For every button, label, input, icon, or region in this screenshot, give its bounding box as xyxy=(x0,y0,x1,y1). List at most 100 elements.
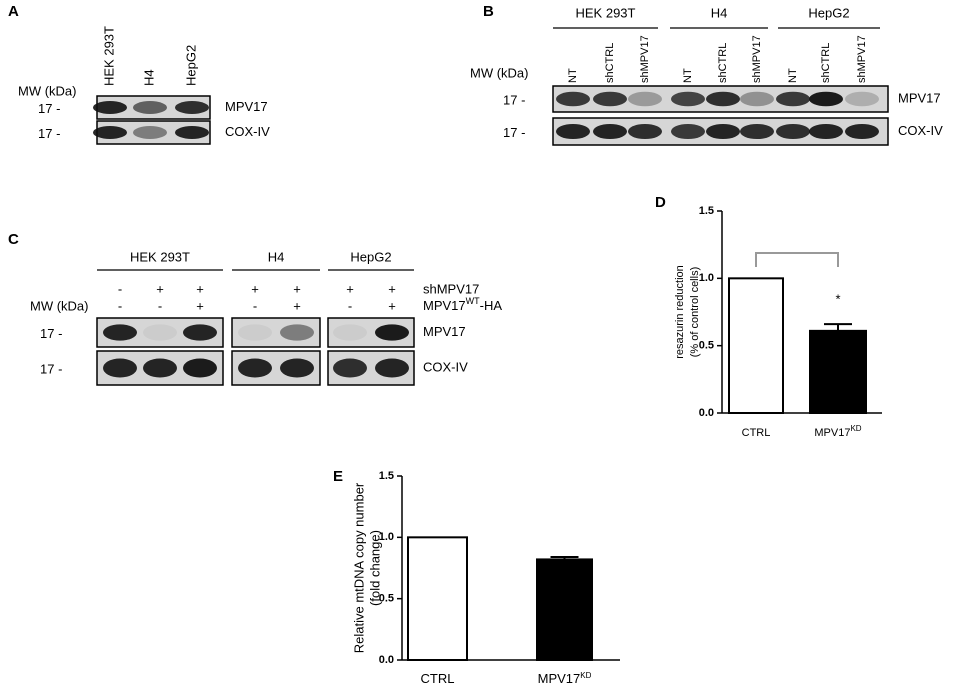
y-tick-label: 1.0 xyxy=(699,272,714,284)
band xyxy=(175,101,209,114)
band xyxy=(556,123,590,140)
panel-label: E xyxy=(333,468,343,485)
bar xyxy=(809,329,867,414)
sign: + xyxy=(156,281,164,296)
y-tick-label: 0.0 xyxy=(379,654,394,666)
bar xyxy=(407,536,468,661)
group-label: H4 xyxy=(268,249,285,264)
sign: - xyxy=(348,298,352,313)
sign: + xyxy=(196,281,204,296)
band xyxy=(238,324,272,341)
band xyxy=(175,126,209,139)
y-tick-label: 1.5 xyxy=(699,205,714,217)
panel-label: C xyxy=(8,231,19,248)
sign: + xyxy=(388,281,396,296)
band xyxy=(375,358,409,378)
band xyxy=(103,358,137,378)
x-tick-label: MPV17KD xyxy=(538,671,592,683)
sign: + xyxy=(196,298,204,313)
mw-label: MW (kDa) xyxy=(470,65,529,80)
lane-label: H4 xyxy=(141,69,156,86)
significance-bracket xyxy=(755,252,839,267)
band xyxy=(333,324,367,341)
x-tick-label: MPV17KD xyxy=(814,424,861,439)
band xyxy=(809,123,843,140)
band xyxy=(333,358,367,378)
band xyxy=(706,91,740,107)
band xyxy=(103,324,137,341)
y-tick-label: 0.0 xyxy=(699,407,714,419)
protein-label: MPV17 xyxy=(225,99,268,114)
condition-label: shMPV17 xyxy=(423,281,479,296)
band xyxy=(593,123,627,140)
lane-label: NT xyxy=(787,68,799,83)
band xyxy=(143,324,177,341)
band xyxy=(183,358,217,378)
lane-label: shCTRL xyxy=(717,43,729,83)
panel-label: A xyxy=(8,3,19,20)
category: MPV17 xyxy=(538,671,581,683)
band xyxy=(776,123,810,140)
band xyxy=(809,91,843,107)
category-superscript: KD xyxy=(850,424,861,433)
x-tick-label: CTRL xyxy=(421,671,455,683)
band xyxy=(706,123,740,140)
band xyxy=(740,123,774,140)
band xyxy=(280,358,314,378)
condition-suffix: -HA xyxy=(480,298,503,313)
band xyxy=(628,91,662,107)
band xyxy=(845,91,879,107)
category: CTRL xyxy=(421,671,455,683)
mw-marker: 17 - xyxy=(40,361,62,376)
group-label: HepG2 xyxy=(350,249,391,264)
y-axis-label: Relative mtDNA copy number xyxy=(351,482,366,653)
mw-marker: 17 - xyxy=(38,101,60,116)
sign: - xyxy=(118,298,122,313)
band xyxy=(556,91,590,107)
condition-superscript: WT xyxy=(466,296,480,306)
band xyxy=(93,101,127,114)
protein-label: MPV17 xyxy=(423,324,466,339)
lane-label: shCTRL xyxy=(820,43,832,83)
mw-marker: 17 - xyxy=(503,125,525,140)
significance-label: * xyxy=(835,292,840,307)
band xyxy=(593,91,627,107)
band xyxy=(845,123,879,140)
band xyxy=(671,123,705,140)
lane-label: shMPV17 xyxy=(639,35,651,83)
y-axis-label: (% of control cells) xyxy=(689,267,701,357)
mw-marker: 17 - xyxy=(40,326,62,341)
lane-label: shCTRL xyxy=(604,43,616,83)
y-axis-label: resazurin reduction xyxy=(674,265,686,359)
sign: - xyxy=(118,281,122,296)
panel-label: B xyxy=(483,3,494,20)
lane-label: HepG2 xyxy=(183,45,198,86)
group-label: H4 xyxy=(711,5,728,20)
band xyxy=(375,324,409,341)
mw-label: MW (kDa) xyxy=(30,298,89,313)
sign: + xyxy=(293,281,301,296)
group-label: HepG2 xyxy=(808,5,849,20)
sign: + xyxy=(251,281,259,296)
sign: + xyxy=(388,298,396,313)
condition-name: MPV17 xyxy=(423,298,466,313)
y-tick-label: 0.5 xyxy=(699,340,714,352)
lane-label: shMPV17 xyxy=(751,35,763,83)
band xyxy=(776,91,810,107)
blot xyxy=(231,317,321,348)
lane-label: NT xyxy=(682,68,694,83)
band xyxy=(671,91,705,107)
category: CTRL xyxy=(742,427,771,439)
lane-label: HEK 293T xyxy=(101,26,116,86)
condition-label: MPV17WT-HA xyxy=(423,296,502,313)
sign: - xyxy=(253,298,257,313)
group-label: HEK 293T xyxy=(576,5,636,20)
band xyxy=(740,91,774,107)
band xyxy=(183,324,217,341)
band xyxy=(628,123,662,140)
y-tick-label: 0.5 xyxy=(379,593,394,605)
band xyxy=(133,126,167,139)
band xyxy=(143,358,177,378)
lane-label: shMPV17 xyxy=(856,35,868,83)
